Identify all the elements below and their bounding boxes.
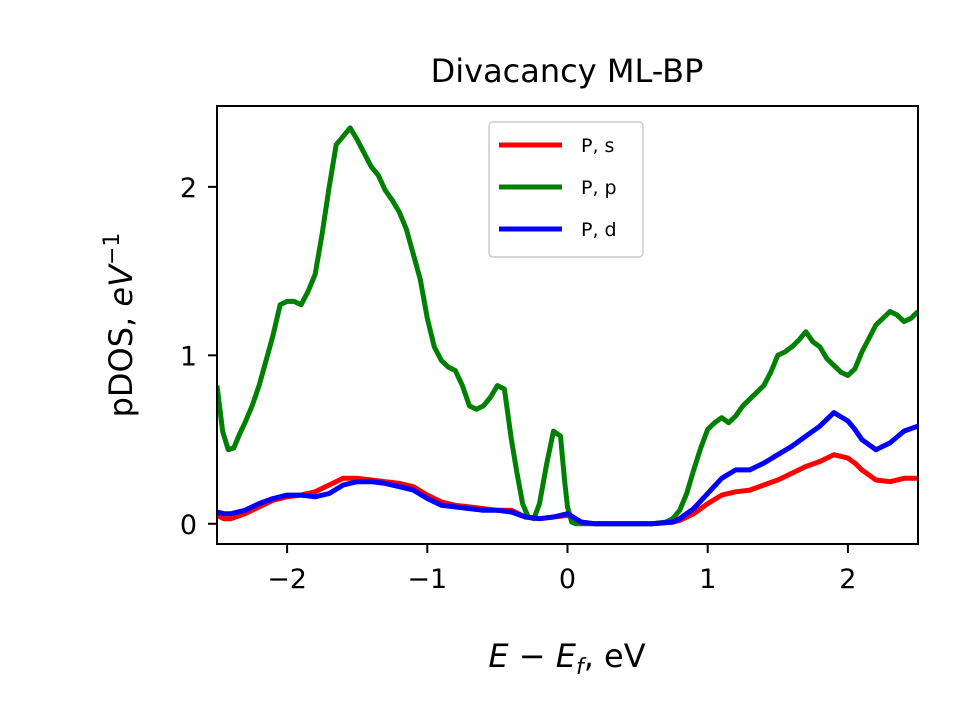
x-axis-label: E − Ef, eV — [488, 637, 645, 680]
x-axis-ticks: −2 −1 0 1 2 — [267, 544, 856, 595]
x-tick-label: −1 — [407, 564, 447, 595]
y-axis-label: pDOS, eV−1 — [100, 233, 140, 418]
legend-label-p: P, p — [581, 177, 617, 199]
legend-box — [488, 121, 644, 258]
y-tick-label: 0 — [180, 510, 197, 541]
legend-label-d: P, d — [581, 219, 617, 241]
x-tick-label: 2 — [839, 564, 856, 595]
x-tick-label: 0 — [559, 564, 576, 595]
y-tick-label: 1 — [180, 341, 197, 372]
legend: P, s P, p P, d — [488, 121, 644, 258]
plot-series — [217, 125, 918, 527]
y-axis-ticks: 0 1 2 — [180, 173, 217, 541]
y-tick-label: 2 — [180, 173, 197, 204]
x-tick-label: −2 — [267, 564, 307, 595]
x-tick-label: 1 — [699, 564, 716, 595]
series-line-p-p — [217, 125, 918, 527]
series-line-p-d — [217, 410, 918, 527]
legend-label-s: P, s — [581, 135, 614, 157]
chart-title: Divacancy ML-BP — [431, 52, 704, 90]
